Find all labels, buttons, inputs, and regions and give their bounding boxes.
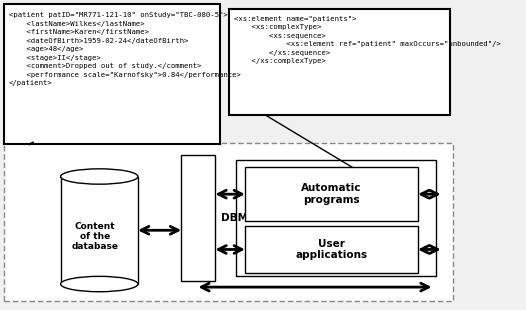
Bar (245, 167, 418, 221)
Ellipse shape (60, 169, 138, 184)
Ellipse shape (60, 276, 138, 292)
Ellipse shape (60, 169, 138, 184)
Text: <patient patID="MR771-121-10" onStudy="TBC-080-5">
    <lastName>Wilkes</lastNam: <patient patID="MR771-121-10" onStudy="T… (9, 12, 241, 86)
Text: Automatic
programs: Automatic programs (301, 184, 362, 205)
Bar (4, 143, 453, 301)
Text: Applications: Applications (299, 167, 372, 177)
Text: Content
of the
database: Content of the database (71, 222, 118, 251)
Bar (229, 9, 450, 115)
Bar (236, 160, 436, 276)
Bar (245, 226, 418, 273)
Text: DBMS: DBMS (221, 213, 255, 223)
Text: User
applications: User applications (296, 239, 368, 260)
Text: <xs:element name="patients">
    <xs:complexType>
        <xs:sequence>
        : <xs:element name="patients"> <xs:complex… (235, 16, 501, 64)
Bar (4, 4, 220, 144)
Bar (60, 176, 138, 284)
Bar (181, 155, 215, 281)
